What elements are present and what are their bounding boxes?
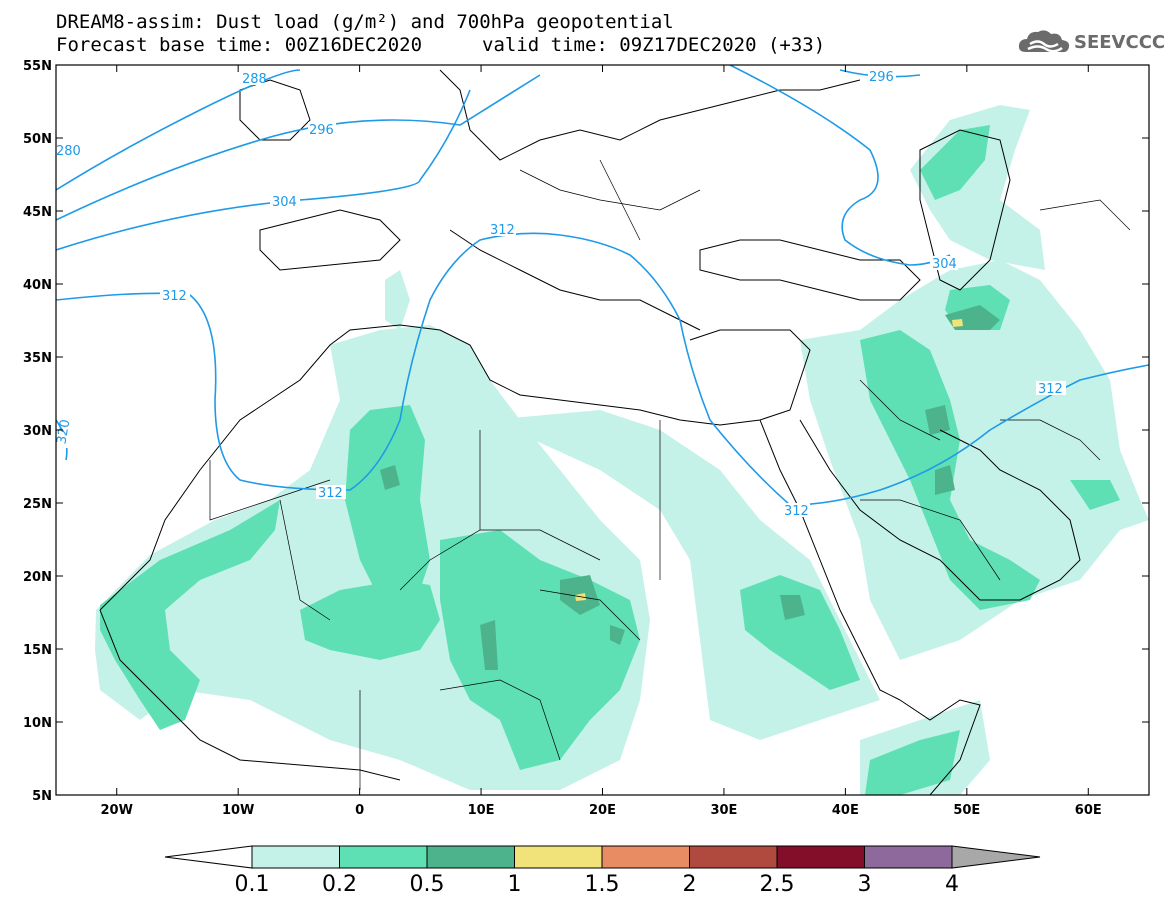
colorbar-overflow: [951, 845, 1041, 869]
lat-tick-label: 5N: [32, 789, 52, 804]
colorbar-swatch: [426, 845, 515, 869]
colorbar-swatch: [339, 845, 428, 869]
lon-tick-label: 10E: [468, 803, 495, 818]
lon-tick-label: 20W: [101, 803, 133, 818]
colorbar-label: 3: [857, 872, 872, 897]
seevccc-logo: SEEVCCC: [1016, 26, 1165, 60]
axis-ticks: 5N 10N 15N 20N 25N 30N 35N 40N 45N 50N 55N 20W 10W 0 1…: [23, 59, 1149, 818]
lat-tick-label: 40N: [23, 278, 52, 293]
colorbar-label: 0.5: [409, 872, 445, 897]
contour-label-288: 288: [242, 72, 267, 87]
dust-fields: [56, 65, 1149, 795]
lat-tick-label: 55N: [23, 59, 52, 74]
contour-label-312d: 312: [784, 504, 809, 519]
colorbar-label: 0.2: [322, 872, 357, 897]
contour-label-280: 280: [56, 144, 81, 159]
lon-tick-label: 40E: [832, 803, 859, 818]
colorbar-label: 4: [945, 872, 959, 897]
colorbar-swatch: [251, 845, 340, 869]
country-borders: [209, 159, 1131, 790]
colorbar: [164, 845, 1041, 869]
forecast-base-time: Forecast base time: 00Z16DEC2020: [56, 34, 423, 56]
lat-tick-label: 45N: [23, 205, 52, 220]
geopotential-contours: [56, 65, 1149, 506]
lat-tick-label: 10N: [23, 716, 52, 731]
coastlines: [99, 69, 1081, 795]
lon-tick-label: 30E: [710, 803, 737, 818]
colorbar-swatch: [864, 845, 953, 869]
lat-tick-label: 20N: [23, 570, 52, 585]
map-title: DREAM8-assim: Dust load (g/m²) and 700hP…: [56, 11, 674, 33]
lat-tick-label: 30N: [23, 424, 52, 439]
lon-tick-label: 10W: [222, 803, 254, 818]
colorbar-swatch: [514, 845, 603, 869]
dust-level-1: [575, 319, 963, 601]
colorbar-label: 0.1: [234, 872, 270, 897]
colorbar-swatch: [689, 845, 778, 869]
lat-tick-label: 35N: [23, 351, 52, 366]
lon-tick-label: 0: [355, 803, 364, 818]
contour-labels: 288 296 296 280 304 304 312 312 312 312 …: [54, 69, 1066, 519]
colorbar-swatch: [776, 845, 865, 869]
lat-tick-label: 50N: [23, 132, 52, 147]
lat-tick-label: 15N: [23, 643, 52, 658]
lon-tick-label: 20E: [589, 803, 616, 818]
contour-label-304: 304: [272, 195, 297, 210]
contour-label-296: 296: [309, 123, 334, 138]
contour-label-296b: 296: [869, 70, 894, 85]
colorbar-label: 2: [682, 872, 697, 897]
logo-text: SEEVCCC: [1074, 32, 1165, 53]
lon-tick-label: 60E: [1075, 803, 1102, 818]
contour-label-312e: 312: [1038, 382, 1063, 397]
contour-label-320: 320: [54, 418, 73, 445]
lat-tick-label: 25N: [23, 497, 52, 512]
colorbar-underflow: [164, 845, 253, 869]
valid-time: valid time: 09Z17DEC2020 (+33): [482, 34, 826, 56]
colorbar-swatch: [601, 845, 690, 869]
cloud-icon: [1018, 30, 1070, 53]
contour-label-312c: 312: [318, 486, 343, 501]
lon-tick-label: 50E: [953, 803, 980, 818]
contour-label-312b: 312: [490, 223, 515, 238]
colorbar-label: 2.5: [759, 872, 795, 897]
colorbar-label: 1: [507, 872, 522, 897]
colorbar-label: 1.5: [584, 872, 620, 897]
contour-label-304b: 304: [932, 257, 957, 272]
contour-label-312a: 312: [162, 289, 187, 304]
